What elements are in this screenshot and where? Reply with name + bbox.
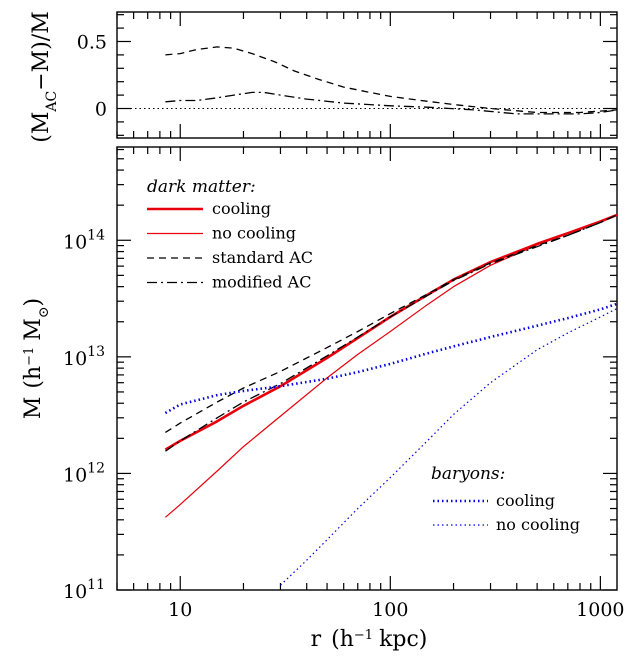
ratio-series-standard [165, 46, 618, 114]
x-axis-label: r (h−1 kpc) [311, 627, 428, 652]
legend-label-dm_nocooling: no cooling [212, 224, 296, 243]
x-tick-labels: 10 100 1000 [168, 599, 624, 621]
mass-y-tick-label: 1013 [63, 344, 105, 370]
legend-dark-matter: dark matter: cooling no cooling standard A… [147, 177, 313, 292]
legend-label-bar_cooling: cooling [496, 491, 555, 510]
mass-series-dm_modified [165, 214, 617, 452]
mass-y-tick-labels: 1011 1012 1013 1014 [63, 227, 105, 603]
mass-panel-ticks [116, 147, 617, 591]
ratio-panel-frame [116, 11, 618, 139]
ratio-y-axis-label: (MAC−M)/M [29, 11, 60, 142]
legend-baryons-title: baryons: [431, 464, 505, 484]
x-tick-label: 10 [168, 599, 192, 621]
mass-y-tick-label: 1011 [63, 577, 105, 603]
ratio-y-tick-label: 0.5 [77, 31, 107, 53]
x-tick-label: 1000 [576, 599, 624, 621]
mass-series-dm_nocooling [165, 214, 617, 518]
legend-dark-matter-title: dark matter: [147, 177, 256, 197]
legend-label-dm_modified: modified AC [212, 273, 311, 292]
ratio-panel-ticks [116, 12, 617, 138]
legend-label-dm_standard: standard AC [212, 248, 313, 267]
legend-label-dm_cooling: cooling [212, 199, 271, 218]
mass-panel-series [164, 213, 617, 586]
ratio-series-modified [165, 91, 618, 115]
ratio-y-tick-label: 0 [95, 99, 107, 121]
ratio-panel: 00.5 (MAC−M)/M [29, 11, 618, 143]
x-tick-label: 100 [372, 599, 408, 621]
legend-label-bar_nocooling: no cooling [496, 515, 580, 534]
ratio-y-tick-labels: 00.5 [77, 31, 107, 120]
mass-series-bar_nocooling [280, 307, 617, 586]
ratio-panel-series [117, 46, 618, 115]
legend-baryons: baryons: cooling no cooling [431, 464, 580, 534]
mass-series-bar_cooling [164, 302, 617, 415]
mass-y-tick-label: 1014 [63, 227, 105, 253]
mass-panel: 10 100 1000 1011 1012 1013 1014 M(h−1M⊙) r (h−… [21, 146, 625, 652]
mass-y-tick-label: 1012 [63, 460, 105, 486]
mass-y-axis-label: M(h−1M⊙) [21, 298, 52, 419]
